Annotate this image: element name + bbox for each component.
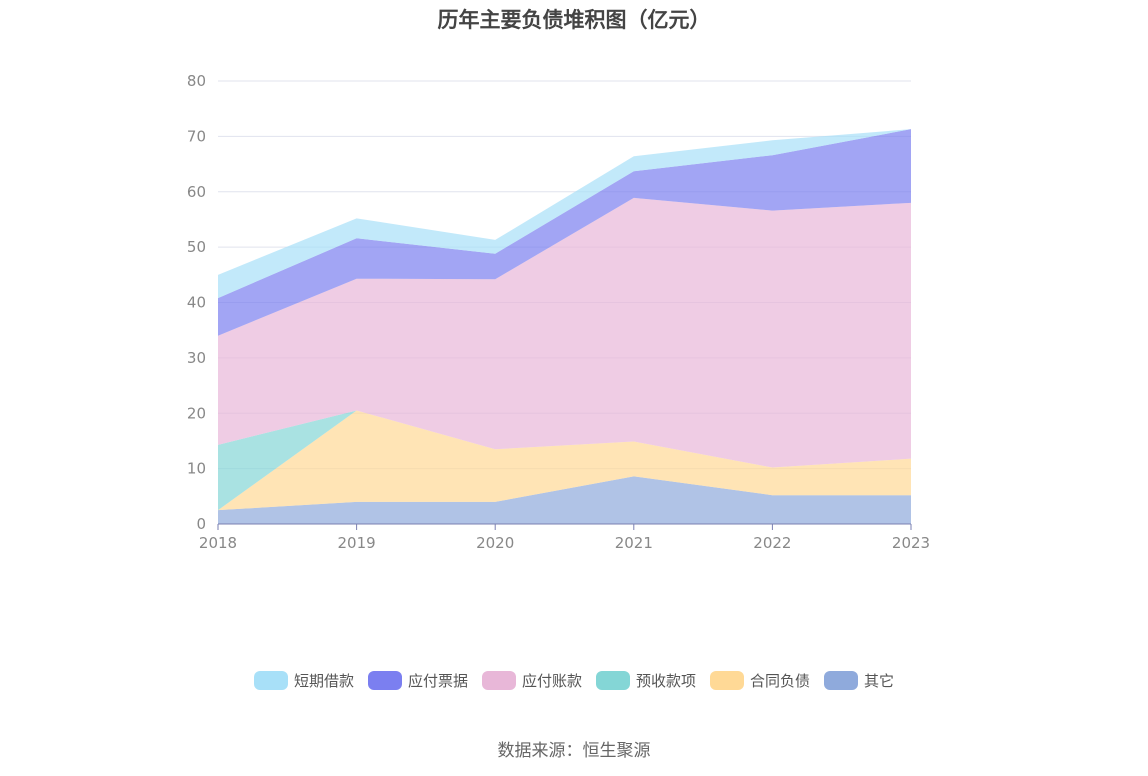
legend-item-合同负债[interactable]: 合同负债 (710, 670, 810, 691)
legend-swatch (367, 671, 402, 690)
y-tick-label-40: 40 (187, 294, 206, 312)
axes: 0 10 20 30 40 50 60 70 80 2018 2019 2020 2021 2022 202… (187, 72, 930, 552)
legend-item-预收款项[interactable]: 预收款项 (596, 670, 696, 691)
legend: 短期借款 应付票据 应付账款 预收款项 合同负债 其它 (0, 670, 1148, 691)
legend-label: 应付账款 (521, 672, 582, 690)
data-source: 数据来源：恒生聚源 (497, 741, 651, 761)
legend-item-短期借款[interactable]: 短期借款 (253, 670, 354, 691)
legend-swatch (253, 671, 288, 690)
legend-label: 合同负债 (750, 672, 811, 690)
legend-item-应付票据[interactable]: 应付票据 (367, 670, 468, 691)
y-tick-label-60: 60 (187, 183, 206, 201)
y-tick-label-80: 80 (187, 72, 206, 90)
x-tick-label-2022: 2022 (753, 534, 791, 552)
y-tick-label-70: 70 (187, 127, 206, 145)
legend-swatch (710, 671, 745, 690)
legend-swatch (481, 671, 516, 690)
y-tick-label-10: 10 (187, 460, 206, 478)
x-tick-label-2020: 2020 (476, 534, 514, 552)
x-tick-label-2023: 2023 (892, 534, 930, 552)
x-tick-label-2019: 2019 (338, 534, 376, 552)
y-tick-label-0: 0 (196, 515, 206, 533)
area-合同负债 (218, 410, 911, 511)
stacked-area-chart: 0 10 20 30 40 50 60 70 80 2018 2019 2020 2021 2022 202… (187, 72, 930, 552)
legend-label: 短期借款 (293, 672, 354, 690)
area-应付票据 (218, 129, 911, 336)
legend-swatch (596, 671, 630, 690)
legend-label: 预收款项 (636, 672, 697, 690)
legend-label: 应付票据 (407, 672, 468, 690)
legend-swatch (824, 671, 859, 690)
y-tick-label-30: 30 (187, 349, 206, 367)
x-tick-label-2018: 2018 (199, 534, 237, 552)
area-series (218, 129, 911, 524)
y-tick-label-20: 20 (187, 404, 206, 422)
area-其它 (218, 476, 911, 524)
area-应付账款 (218, 197, 911, 468)
legend-label: 其它 (864, 672, 895, 690)
chart-title: 历年主要负债堆积图（亿元） (437, 8, 711, 32)
x-tick-label-2021: 2021 (615, 534, 653, 552)
legend-item-应付账款[interactable]: 应付账款 (481, 670, 582, 691)
legend-item-其它[interactable]: 其它 (824, 670, 894, 691)
y-tick-label-50: 50 (187, 238, 206, 256)
